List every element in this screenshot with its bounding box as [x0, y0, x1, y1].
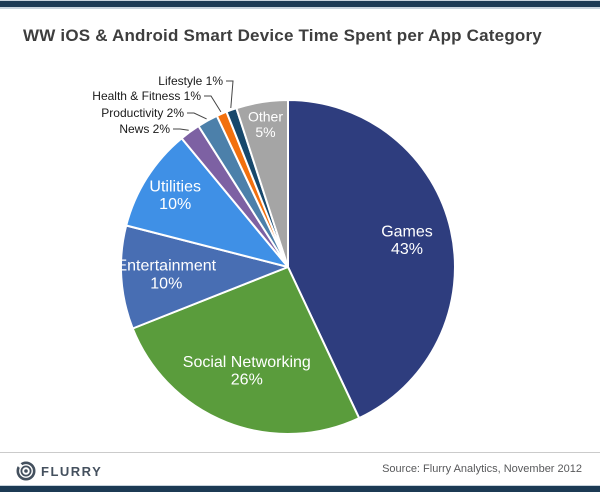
page-title: WW iOS & Android Smart Device Time Spent…: [23, 26, 542, 45]
callout-label-productivity: Productivity 2%: [101, 106, 184, 120]
pie-chart-svg: Games 43% Social Networking 26% Entertainmen…: [92, 74, 456, 436]
pie-slice-entertainment: [119, 224, 289, 330]
callout-label-health-fitness: Health & Fitness 1%: [92, 89, 201, 103]
pie-chart: Games 43% Social Networking 26% Entertainmen…: [0, 55, 600, 450]
leader-line-lifestyle: [226, 80, 234, 109]
leader-line-news: [173, 128, 189, 131]
callout-label-lifestyle: Lifestyle 1%: [158, 74, 223, 88]
pie-slice-games: [287, 99, 456, 420]
slice-label-games: Games 43%: [381, 223, 433, 258]
flurry-logo: FLURRY: [16, 461, 102, 481]
slice-label-social-networking: Social Networking 26%: [183, 354, 311, 389]
slice-label-other: Other 5%: [248, 109, 283, 140]
top-accent-bar: [0, 0, 600, 9]
footer: FLURRY Source: Flurry Analytics, Novembe…: [0, 453, 600, 485]
pie-leader-lines: [173, 80, 234, 131]
footer-separator: [0, 452, 600, 453]
leader-line-productivity: [187, 112, 207, 120]
flurry-logo-icon: [16, 461, 36, 481]
pie-slice-utilities: [125, 137, 289, 268]
bottom-accent-bar: [0, 485, 600, 492]
pie-labels: Games 43% Social Networking 26% Entertainmen…: [92, 74, 433, 389]
source-text: Source: Flurry Analytics, November 2012: [382, 463, 582, 475]
pie-slices: [119, 99, 456, 436]
slice-label-entertainment: Entertainment 10%: [116, 258, 216, 293]
callout-label-news: News 2%: [119, 122, 170, 136]
flurry-brand-text: FLURRY: [41, 463, 103, 479]
slice-label-utilities: Utilities 10%: [149, 178, 201, 213]
pie-slice-other: [235, 99, 289, 268]
leader-line-health-fitness: [204, 95, 222, 113]
pie-slice-social-networking: [131, 266, 361, 436]
